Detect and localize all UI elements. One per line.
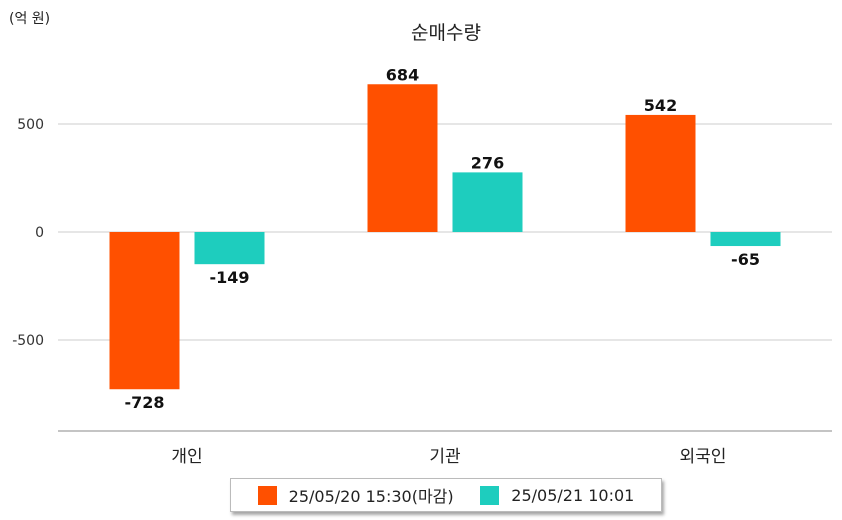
legend-swatch-series-2 (480, 485, 500, 505)
x-tick-label-2: 외국인 (680, 447, 727, 467)
y-tick-label-1: 0 (35, 225, 44, 241)
bar-개인-series-1 (109, 232, 180, 390)
data-label-외국인-series-2: -65 (731, 250, 760, 269)
x-tick-label-1: 기관 (429, 447, 460, 467)
legend-label-series-2: 25/05/21 10:01 (511, 485, 635, 505)
data-label-외국인-series-1: 542 (644, 96, 677, 115)
legend-label-series-1: 25/05/20 15:30(마감) (288, 487, 454, 506)
data-label-기관-series-1: 684 (386, 65, 419, 84)
y-tick-label-0: 500 (17, 117, 44, 133)
x-tick-label-0: 개인 (171, 447, 202, 467)
data-label-개인-series-2: -149 (209, 268, 249, 287)
legend-swatch-series-1 (257, 485, 277, 505)
bar-외국인-series-1 (625, 114, 696, 232)
unit-label: (억 원) (9, 11, 51, 27)
legend-item-series-2[interactable]: 25/05/21 10:01 (480, 485, 635, 505)
y-tick-label-2: -500 (12, 333, 44, 349)
data-label-개인-series-1: -728 (124, 393, 164, 412)
legend-item-series-1[interactable]: 25/05/20 15:30(마감) (257, 483, 454, 507)
legend: 25/05/20 15:30(마감) 25/05/21 10:01 (230, 478, 662, 512)
bar-기관-series-2 (452, 172, 523, 232)
bar-기관-series-1 (367, 84, 438, 232)
bar-개인-series-2 (194, 232, 265, 265)
chart-title: 순매수량 (411, 22, 481, 44)
data-label-기관-series-2: 276 (471, 153, 504, 172)
bar-외국인-series-2 (710, 232, 781, 247)
